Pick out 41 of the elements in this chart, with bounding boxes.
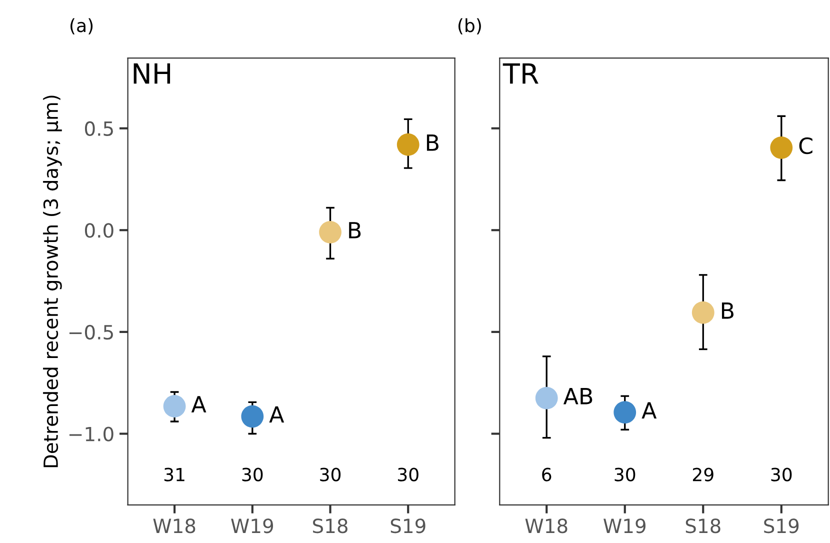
annotation: 31 [164, 468, 184, 482]
point [319, 220, 342, 244]
chart-title: (b) [458, 18, 481, 34]
point [396, 133, 420, 156]
data-label: A [642, 402, 657, 418]
data-label: A [269, 406, 284, 423]
annotation: 6 [542, 468, 552, 482]
annotation: 30 [320, 468, 341, 482]
y-axis-title: Detrended recent growth (3 days; µm) [43, 96, 62, 468]
x-tick-label: S19 [390, 518, 426, 534]
data-label: A [191, 396, 206, 412]
annotation: 30 [614, 468, 636, 482]
point [163, 395, 186, 418]
data-label: B [349, 222, 361, 238]
annotation: 30 [771, 468, 792, 482]
x-tick-label: W18 [153, 518, 196, 534]
x-tick-label: S18 [313, 518, 348, 534]
point [535, 386, 558, 410]
annotation: 30 [398, 468, 418, 482]
point [614, 401, 636, 424]
x-tick-label: S18 [686, 518, 720, 534]
chart-subtitle: NH [134, 63, 170, 84]
y-tick-label: −1.0 [69, 426, 114, 442]
annotation: 29 [692, 468, 714, 482]
y-tick-label: −0.5 [69, 324, 113, 340]
chart-subtitle: TR [502, 63, 538, 84]
data-label: B [722, 302, 734, 319]
x-tick-label: W18 [525, 518, 568, 534]
x-tick-label: W19 [231, 518, 274, 534]
point [770, 136, 793, 159]
data-label: AB [563, 388, 592, 404]
point [241, 405, 264, 428]
data-label: B [426, 134, 438, 151]
point [692, 301, 714, 324]
data-label: C [799, 137, 812, 154]
x-tick-label: W19 [604, 518, 646, 534]
x-tick-label: S19 [764, 518, 799, 534]
annotation: 30 [242, 468, 263, 482]
y-tick-label: 0.0 [84, 223, 114, 238]
y-tick-label: 0.5 [84, 121, 113, 136]
chart-title: (a) [70, 18, 93, 34]
